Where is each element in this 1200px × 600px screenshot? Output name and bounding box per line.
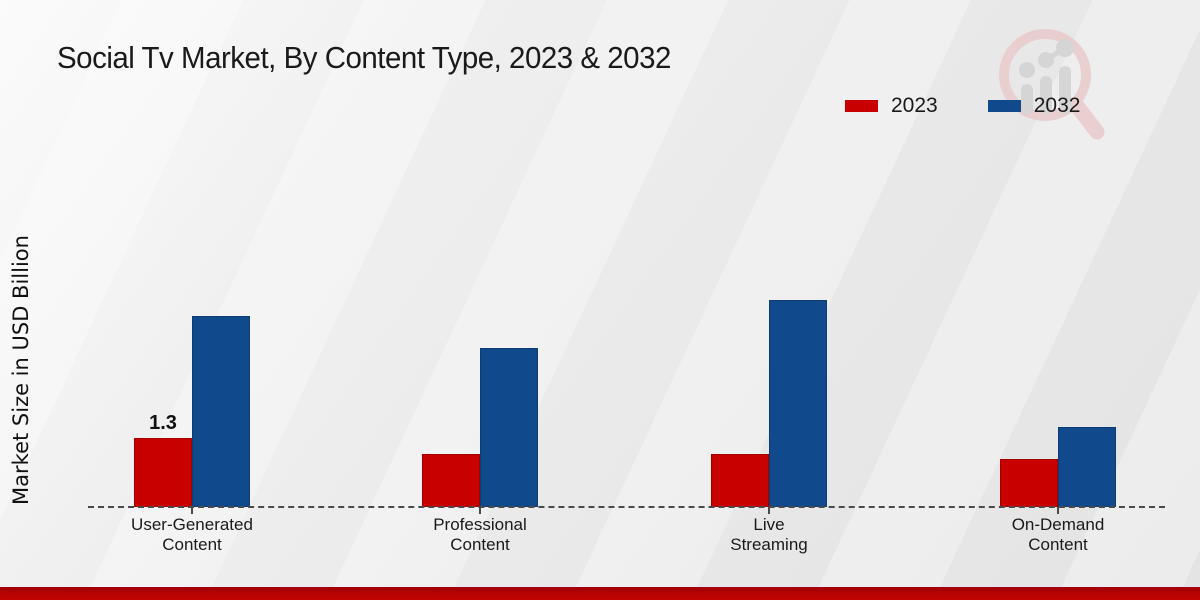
bar-2023-user-generated-content [134,438,192,507]
x-axis-label-user-generated-content: User-Generated Content [131,515,253,554]
legend-item-2023: 2023 [845,94,938,118]
chart-title: Social Tv Market, By Content Type, 2023 … [57,40,671,75]
bar-2023-on-demand-content [1000,459,1058,507]
x-axis-label-professional-content: Professional Content [433,515,527,554]
legend-swatch-2023-icon [845,100,878,112]
bar-2032-on-demand-content [1058,427,1116,507]
bar-2032-user-generated-content [192,316,250,507]
x-axis-tick-live-streaming [768,507,770,514]
x-axis-tick-on-demand-content [1057,507,1059,514]
bottom-accent-band [0,587,1200,600]
bar-2023-live-streaming [711,454,769,507]
bar-value-label-2023: 1.3 [149,412,177,434]
legend-item-2032: 2032 [987,94,1081,118]
x-axis-label-on-demand-content: On-Demand Content [1011,515,1105,554]
x-axis-tick-user-generated-content [191,507,193,514]
legend-label-2032: 2032 [1033,94,1081,117]
legend: 2023 2032 [845,94,1080,118]
legend-label-2023: 2023 [891,94,938,117]
bar-2032-professional-content [480,348,538,507]
bar-2023-professional-content [422,454,480,507]
brand-watermark-icon [999,29,1105,140]
x-axis-label-live-streaming: Live Streaming [730,515,808,554]
bar-2032-live-streaming [769,300,827,507]
x-axis-baseline [88,506,1165,508]
x-axis-tick-professional-content [479,507,481,514]
legend-swatch-2032-icon [987,100,1021,112]
